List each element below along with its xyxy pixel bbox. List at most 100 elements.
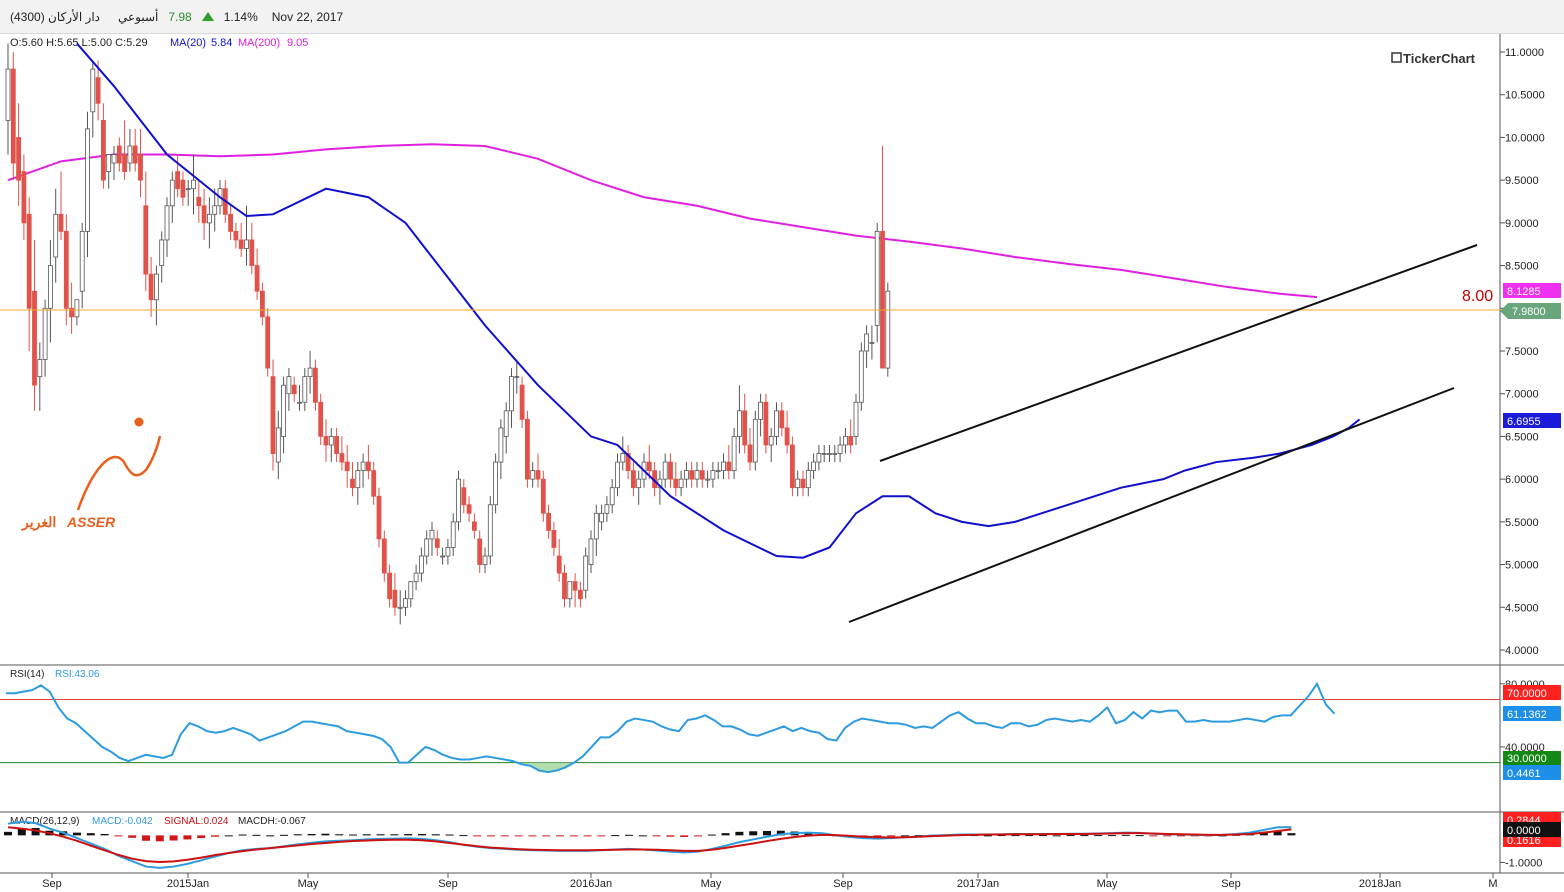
candle-bullish bbox=[737, 410, 742, 437]
time-tick-label: 2018Jan bbox=[1359, 878, 1401, 890]
candle-bullish bbox=[355, 470, 361, 489]
ma200-label: MA(200) bbox=[238, 37, 280, 49]
candle-bullish bbox=[360, 461, 366, 471]
symbol-label[interactable]: دار الأركان (4300) bbox=[10, 9, 100, 24]
candle-bearish bbox=[32, 290, 37, 386]
candle-bullish bbox=[752, 418, 758, 463]
macd-pane[interactable]: -1.0000 bbox=[4, 820, 1542, 870]
rsi-label: RSI(14) bbox=[10, 669, 44, 680]
candle-bearish bbox=[365, 461, 371, 471]
candle-bullish bbox=[832, 453, 838, 455]
candle-bullish bbox=[53, 213, 59, 258]
macd-hist-positive bbox=[86, 833, 95, 836]
candle-bearish bbox=[249, 239, 255, 266]
candle-bearish bbox=[779, 410, 785, 429]
logo-arabic: الغرير bbox=[21, 514, 56, 531]
macd-hist-positive bbox=[376, 834, 385, 836]
candle-bullish bbox=[275, 427, 281, 463]
candle-bearish bbox=[646, 461, 652, 471]
candle-bearish bbox=[270, 376, 276, 454]
macd-hist-negative bbox=[887, 835, 896, 837]
candle-bullish bbox=[450, 521, 456, 548]
candle-bearish bbox=[16, 137, 22, 181]
macd-hist-positive bbox=[1080, 835, 1089, 837]
timeframe-label[interactable]: أسبوعي bbox=[118, 9, 159, 24]
candle-bearish bbox=[180, 179, 186, 198]
macd-hist-positive bbox=[100, 834, 109, 836]
candle-bullish bbox=[244, 239, 249, 249]
candle-bullish bbox=[212, 205, 218, 215]
price-tick-label: 6.5000 bbox=[1505, 431, 1539, 443]
price-tick-label: 4.0000 bbox=[1505, 645, 1539, 657]
time-tick-label: 2015Jan bbox=[167, 878, 209, 890]
candle-bearish bbox=[578, 589, 583, 600]
chart-canvas[interactable]: O:5.60 H:5.65 L:5.00 C:5.29 MA(20) 5.84 … bbox=[0, 34, 1564, 892]
time-tick-label: May bbox=[298, 878, 319, 890]
macd-hist-negative bbox=[1177, 835, 1185, 837]
candle-bullish bbox=[418, 555, 424, 574]
candle-bullish bbox=[715, 470, 721, 473]
candle-bullish bbox=[827, 453, 832, 455]
candle-bullish bbox=[811, 461, 816, 471]
candle-bearish bbox=[673, 478, 679, 489]
time-tick-label: M bbox=[1488, 878, 1497, 890]
macd-hist-negative bbox=[514, 835, 523, 837]
macd-hist-negative bbox=[211, 835, 219, 837]
candle-bullish bbox=[413, 572, 419, 583]
candle-bearish bbox=[699, 470, 705, 480]
macd-hist-positive bbox=[1011, 835, 1020, 837]
candle-bearish bbox=[122, 154, 127, 172]
price-tick-label: 6.0000 bbox=[1505, 474, 1539, 486]
candle-bullish bbox=[843, 436, 848, 446]
macd-hist-positive bbox=[321, 833, 330, 836]
logo-swoosh bbox=[76, 435, 162, 511]
candle-bullish bbox=[858, 350, 864, 403]
macd-hist-negative bbox=[114, 835, 123, 837]
macd-hist-negative bbox=[542, 835, 551, 837]
macd-hist-positive bbox=[1039, 835, 1047, 837]
candle-bearish bbox=[233, 230, 239, 241]
candle-bullish bbox=[588, 538, 594, 565]
candle-bearish bbox=[546, 512, 551, 531]
macd-hist-positive bbox=[638, 835, 647, 837]
candle-bullish bbox=[615, 461, 620, 489]
candle-bearish bbox=[69, 307, 74, 318]
candle-bullish bbox=[328, 436, 334, 446]
candle-bullish bbox=[567, 581, 573, 600]
candle-bullish bbox=[864, 333, 869, 352]
candle-bullish bbox=[774, 410, 779, 437]
macd-hist-negative bbox=[155, 835, 164, 842]
candle-bearish bbox=[350, 478, 355, 489]
macd-hist-positive bbox=[404, 834, 413, 836]
candle-bearish bbox=[291, 384, 297, 395]
macd-hist-negative bbox=[666, 835, 675, 837]
up-arrow-icon bbox=[201, 12, 214, 21]
candle-bearish bbox=[63, 230, 69, 309]
candle-bullish bbox=[297, 401, 302, 404]
candle-bearish bbox=[668, 461, 673, 480]
macd-tick-label: -1.0000 bbox=[1505, 858, 1542, 870]
macd-hist-positive bbox=[307, 834, 316, 836]
candle-bearish bbox=[381, 538, 387, 574]
candle-bullish bbox=[684, 470, 689, 480]
macd-hist-negative bbox=[500, 835, 509, 837]
price-pane[interactable] bbox=[0, 34, 1500, 665]
macd-hist-negative bbox=[1149, 835, 1158, 837]
trendline-upper[interactable] bbox=[879, 244, 1478, 462]
candle-bearish bbox=[323, 436, 329, 446]
candle-bullish bbox=[821, 453, 827, 455]
macd-hist-positive bbox=[73, 832, 81, 836]
candle-bearish bbox=[392, 589, 398, 608]
macd-hist-positive bbox=[280, 834, 288, 836]
candle-bearish bbox=[461, 487, 467, 506]
candle-bearish bbox=[58, 213, 64, 232]
macd-hist-positive bbox=[459, 835, 468, 837]
macd-hist-positive bbox=[266, 835, 275, 837]
candle-bearish bbox=[535, 470, 541, 480]
trendline-lower[interactable] bbox=[848, 387, 1455, 623]
candle-bullish bbox=[768, 436, 774, 446]
ma200-value: 9.05 bbox=[287, 37, 308, 49]
brand-name: TickerChart bbox=[1403, 51, 1476, 66]
candle-bullish bbox=[731, 436, 737, 471]
